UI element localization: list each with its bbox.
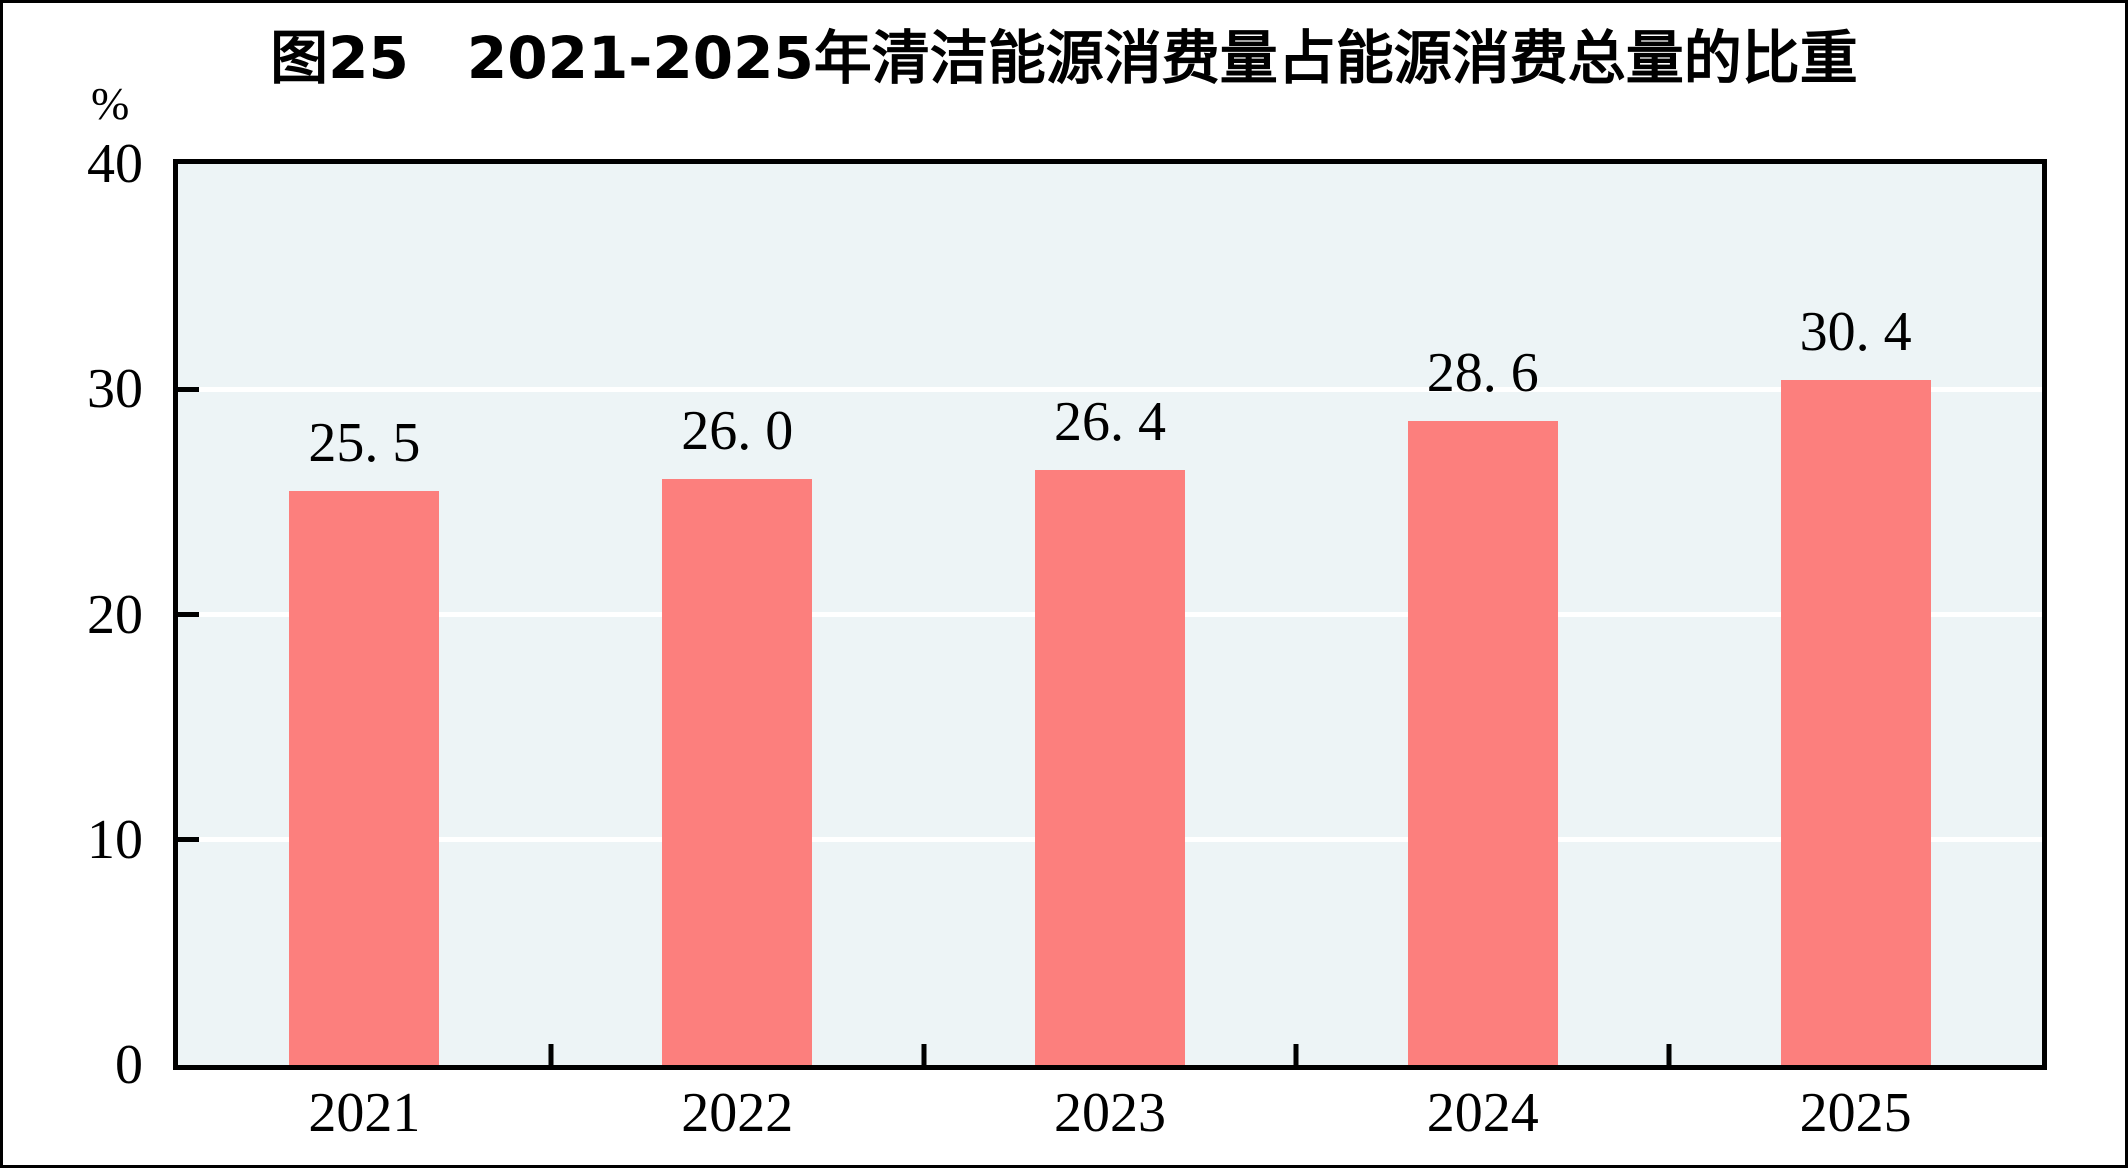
bar-value-label-2022: 26. 0 [681, 400, 794, 463]
chart-title: 图25 2021-2025年清洁能源消费量占能源消费总量的比重 [270, 24, 1858, 92]
bar-value-label-2021: 25. 5 [308, 411, 421, 474]
y-tick-label-10: 10 [87, 808, 143, 871]
y-tick-label-0: 0 [115, 1034, 143, 1096]
x-tick-mark-4 [1666, 1044, 1672, 1065]
bar-value-label-2023: 26. 4 [1054, 391, 1166, 454]
x-tick-label-2021: 2021 [308, 1082, 421, 1144]
x-tick-label-2024: 2024 [1426, 1082, 1539, 1144]
bar-value-label-2025: 30. 4 [1799, 301, 1912, 364]
y-tick-label-40: 40 [87, 133, 143, 195]
y-tick-mark-30 [178, 386, 199, 392]
y-tick-label-30: 30 [87, 358, 143, 421]
x-tick-mark-2 [921, 1044, 927, 1065]
bar-2023 [1035, 470, 1185, 1065]
x-tick-mark-1 [548, 1044, 554, 1065]
y-axis-tick-labels: 0 10 20 30 40 [3, 136, 151, 1093]
y-tick-mark-10 [178, 837, 199, 843]
x-tick-mark-3 [1293, 1044, 1299, 1065]
bar-2021 [289, 490, 440, 1065]
bar-2024 [1407, 420, 1558, 1065]
plot-area: 25. 5 26. 0 26. 4 28. 6 30. 4 [173, 159, 2047, 1070]
y-tick-label-20: 20 [87, 583, 143, 646]
x-tick-label-2023: 2023 [1054, 1082, 1166, 1144]
y-axis-unit-label: % [91, 78, 130, 129]
x-tick-label-2022: 2022 [681, 1082, 794, 1144]
y-tick-mark-20 [178, 612, 199, 617]
x-axis-tick-labels: 2021 2022 2023 2024 2025 [178, 1085, 2042, 1149]
bar-2025 [1780, 380, 1931, 1065]
x-tick-label-2025: 2025 [1799, 1082, 1912, 1144]
bar-value-label-2024: 28. 6 [1426, 341, 1539, 404]
bar-2022 [662, 479, 813, 1065]
gridline-30 [178, 386, 2042, 392]
